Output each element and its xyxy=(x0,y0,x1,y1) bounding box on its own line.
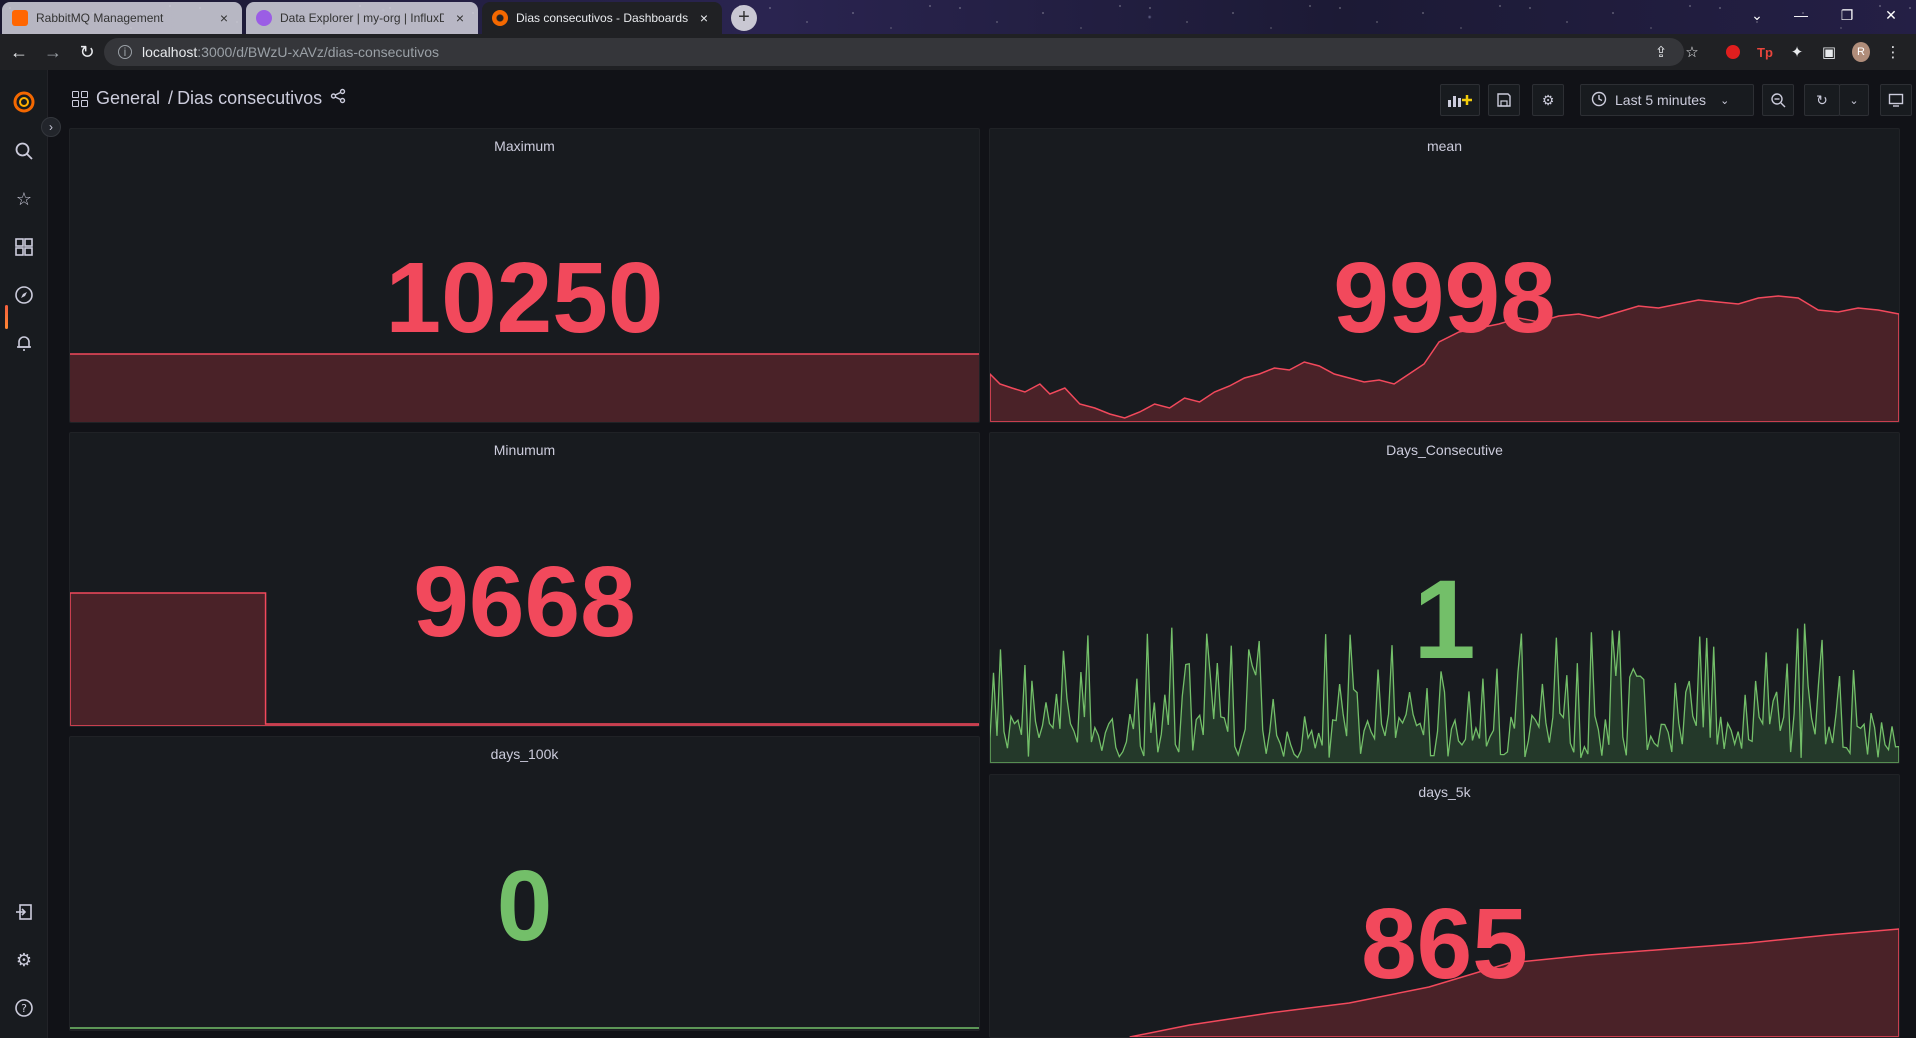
sparkline xyxy=(990,295,1899,422)
add-panel-button[interactable] xyxy=(1440,84,1480,116)
stat-value: 0 xyxy=(496,850,553,962)
panel-title: Minumum xyxy=(493,442,556,458)
stat-value: 9668 xyxy=(413,546,636,658)
panel-title: Days_Consecutive xyxy=(1386,442,1503,458)
bookmark-star-icon[interactable]: ☆ xyxy=(1685,44,1699,61)
panel-days-5k[interactable]: days_5k 865 xyxy=(989,774,1900,1038)
alerting-bell-icon[interactable] xyxy=(12,331,36,355)
panel-minumum[interactable]: Minumum 9668 xyxy=(69,432,980,727)
breadcrumb-separator: / xyxy=(168,88,174,108)
browser-tab-rabbitmq[interactable]: RabbitMQ Management × xyxy=(2,2,242,34)
browser-tab-influxdb[interactable]: Data Explorer | my-org | InfluxDB × xyxy=(246,2,478,34)
grafana-sidemenu: ☆ ⚙ ? xyxy=(0,70,48,1038)
tv-mode-button[interactable] xyxy=(1880,84,1912,116)
sparkline xyxy=(70,1027,979,1029)
new-tab-button[interactable]: + xyxy=(731,5,757,31)
sparkline-area xyxy=(990,623,1899,763)
breadcrumb-folder[interactable]: General xyxy=(96,88,161,108)
dashboard-settings-button[interactable]: ⚙ xyxy=(1532,84,1564,116)
gear-icon[interactable]: ⚙ xyxy=(15,949,33,970)
sign-in-icon[interactable] xyxy=(12,900,36,924)
minimize-icon[interactable]: — xyxy=(1794,7,1808,23)
tab-search-icon[interactable]: ⌄ xyxy=(1751,6,1763,23)
info-icon[interactable]: i xyxy=(118,45,132,59)
search-icon[interactable] xyxy=(12,139,36,163)
refresh-interval-dropdown[interactable]: ⌄ xyxy=(1839,84,1869,116)
refresh-button[interactable]: ↻ xyxy=(1804,84,1840,116)
back-icon[interactable]: ← xyxy=(10,41,28,62)
reload-icon[interactable]: ↻ xyxy=(79,41,95,62)
refresh-icon: ↻ xyxy=(1816,91,1828,108)
grafana-logo-icon[interactable] xyxy=(12,90,36,114)
rabbitmq-icon xyxy=(12,10,28,26)
chevron-down-icon: ⌄ xyxy=(1720,94,1730,107)
svg-text:?: ? xyxy=(21,1002,27,1015)
url-field[interactable]: i localhost:3000/d/BWzU-xAVz/dias-consec… xyxy=(104,38,1684,66)
stat-value: 865 xyxy=(1361,888,1528,1000)
active-indicator xyxy=(5,305,8,329)
stat-value: 10250 xyxy=(385,242,664,354)
influxdb-icon xyxy=(256,10,272,26)
starred-icon[interactable]: ☆ xyxy=(15,188,33,209)
share-icon[interactable]: ⇪ xyxy=(1654,44,1668,61)
side-panel-icon[interactable]: ▣ xyxy=(1821,44,1837,61)
browser-tab-grafana[interactable]: Dias consecutivos - Dashboards × xyxy=(482,2,722,34)
extension-tp-icon[interactable]: Tp xyxy=(1757,44,1773,60)
close-icon[interactable]: × xyxy=(455,10,465,26)
panel-days-consecutive[interactable]: Days_Consecutive 1 xyxy=(989,432,1900,764)
restore-icon[interactable]: ❐ xyxy=(1840,6,1854,23)
browser-tab-bar: RabbitMQ Management × Data Explorer | my… xyxy=(0,0,1916,34)
stat-value: 9998 xyxy=(1333,242,1556,354)
extensions-puzzle-icon[interactable]: ✦ xyxy=(1790,44,1804,61)
dashboard-header: General / Dias consecutivos ⚙ Last 5 minu… xyxy=(48,70,1916,128)
clock-icon xyxy=(1591,91,1607,110)
zoom-out-button[interactable] xyxy=(1762,84,1794,116)
sparkline xyxy=(70,353,979,422)
menu-dots-icon[interactable]: ⋮ xyxy=(1885,44,1901,61)
avatar[interactable]: R xyxy=(1852,42,1870,62)
expand-menu-chevron-icon[interactable]: › xyxy=(41,117,61,137)
panel-mean[interactable]: mean 9998 xyxy=(989,128,1900,423)
breadcrumb: General / Dias consecutivos xyxy=(72,88,346,109)
help-icon[interactable]: ? xyxy=(12,996,36,1020)
panel-title: mean xyxy=(1426,138,1463,154)
sparkline xyxy=(1129,928,1899,1037)
save-dashboard-button[interactable] xyxy=(1488,84,1520,116)
close-icon[interactable]: × xyxy=(219,10,229,26)
panel-title: days_100k xyxy=(490,746,559,762)
explore-compass-icon[interactable] xyxy=(12,283,36,307)
forward-icon[interactable]: → xyxy=(44,41,62,62)
close-icon[interactable]: × xyxy=(699,10,709,26)
page-title[interactable]: Dias consecutivos xyxy=(177,88,323,108)
panel-days-100k[interactable]: days_100k 0 xyxy=(69,736,980,1031)
sparkline xyxy=(70,592,979,726)
panel-title: Maximum xyxy=(494,138,555,154)
dashboards-icon[interactable] xyxy=(12,235,36,259)
dashboards-grid-icon xyxy=(72,90,88,107)
extension-red-icon[interactable] xyxy=(1724,43,1742,61)
share-dashboard-icon[interactable] xyxy=(330,88,346,109)
panel-title: days_5k xyxy=(1418,784,1471,800)
grafana-icon xyxy=(492,10,508,26)
close-window-icon[interactable]: ✕ xyxy=(1885,6,1897,23)
browser-address-bar: ← → ↻ i localhost:3000/d/BWzU-xAVz/dias-… xyxy=(0,34,1916,70)
gear-icon: ⚙ xyxy=(1541,91,1555,108)
sparkline xyxy=(990,623,1899,763)
chevron-down-icon: ⌄ xyxy=(1849,94,1859,107)
stat-value: 1 xyxy=(1413,557,1476,682)
time-range-picker[interactable]: Last 5 minutes ⌄ xyxy=(1580,84,1754,116)
panel-maximum[interactable]: Maximum 10250 xyxy=(69,128,980,423)
time-range-label: Last 5 minutes xyxy=(1615,92,1707,108)
